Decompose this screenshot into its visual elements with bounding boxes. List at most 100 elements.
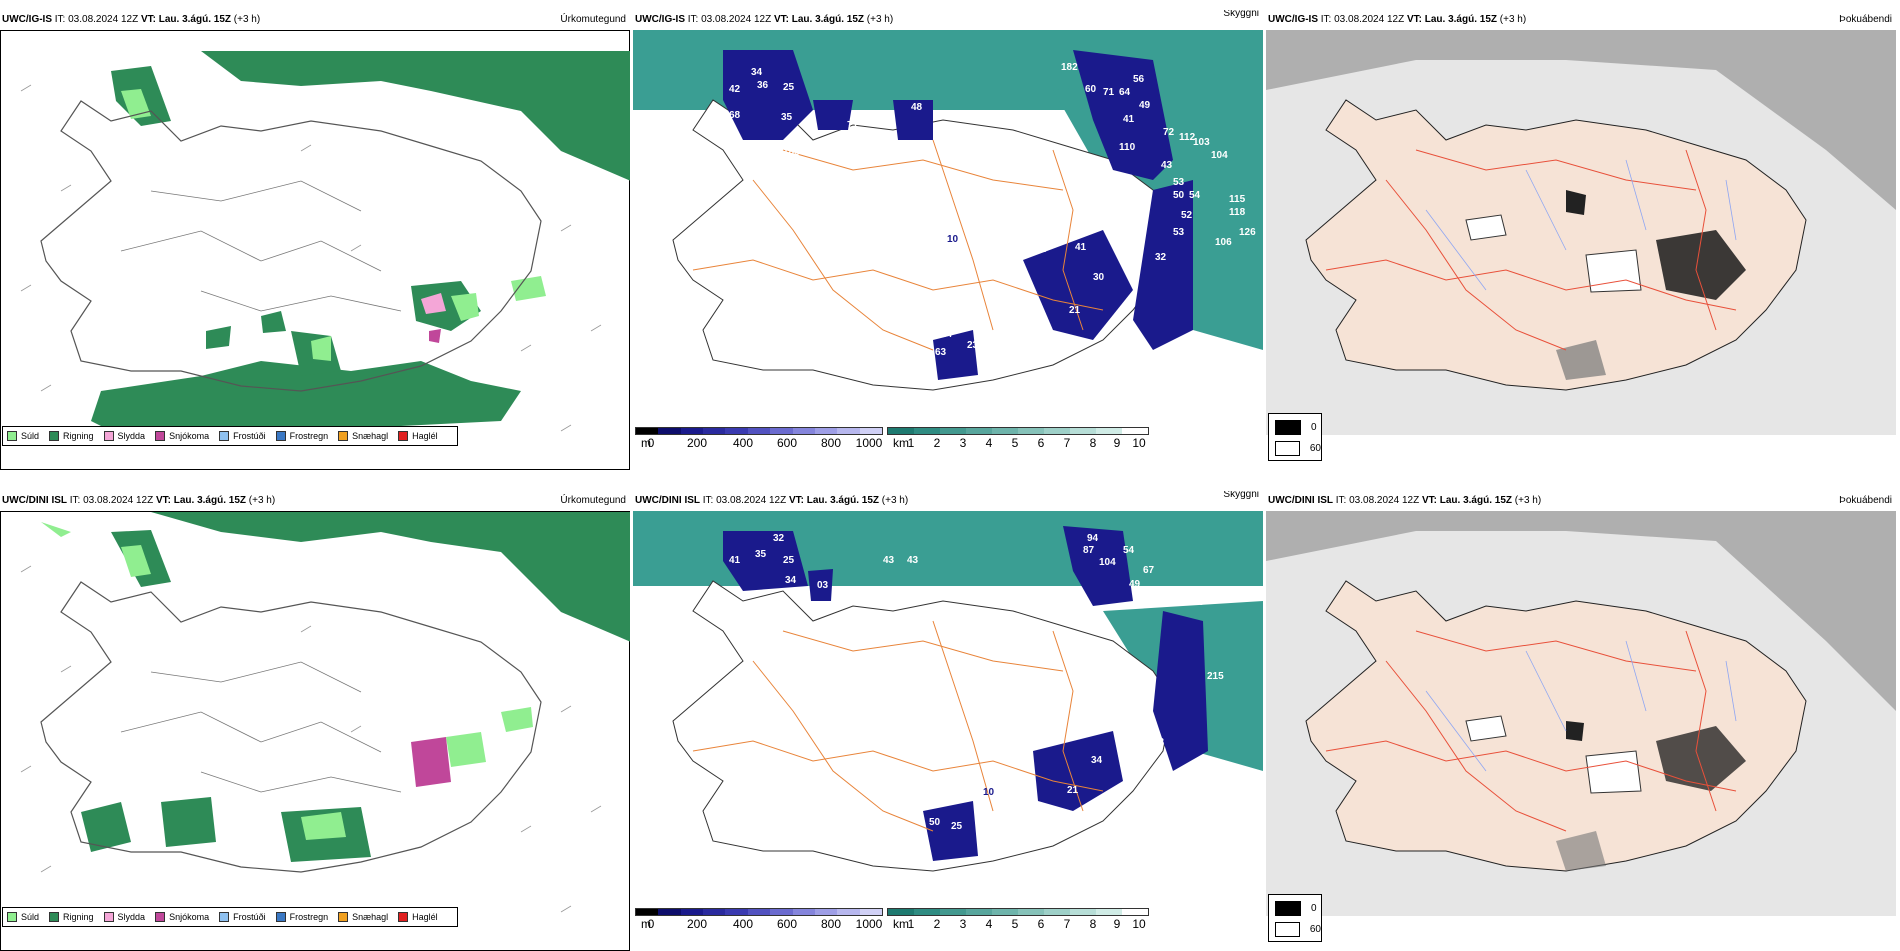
legend-item: Frostregn: [275, 912, 328, 922]
legend-item: Súld: [7, 912, 39, 922]
svg-text:71: 71: [1103, 87, 1115, 98]
svg-text:43: 43: [883, 555, 895, 566]
legend-item: Haglél: [398, 431, 438, 441]
svg-text:56: 56: [967, 320, 979, 331]
svg-text:46: 46: [945, 791, 957, 802]
legend-item: Frostregn: [275, 431, 328, 441]
panel-title: UWC/IG-IS IT: 03.08.2024 12Z VT: Lau. 3.…: [635, 14, 894, 25]
panel-name: Úrkomutegund: [560, 14, 626, 25]
svg-text:63: 63: [935, 347, 947, 358]
fog-legend-bottom: 0 60: [1268, 894, 1322, 942]
legend-item: Slydda: [103, 431, 145, 441]
legend-item: Súld: [7, 431, 39, 441]
svg-text:44: 44: [941, 329, 953, 340]
svg-text:52: 52: [1181, 210, 1193, 221]
svg-text:43: 43: [1161, 160, 1173, 171]
svg-text:50: 50: [1173, 190, 1185, 201]
cloudbase-colorbar: m 0 200 400 600 800 1000: [635, 427, 883, 451]
svg-text:25: 25: [951, 821, 963, 832]
panel-title: UWC/IG-IS IT: 03.08.2024 12Z VT: Lau. 3.…: [2, 14, 261, 25]
panel-name: Þokuábendi: [1839, 14, 1892, 25]
fog-panel-dini: UWC/DINI ISL IT: 03.08.2024 12Z VT: Lau.…: [1266, 491, 1896, 951]
svg-text:126: 126: [1239, 227, 1256, 238]
svg-text:54: 54: [1123, 545, 1135, 556]
panel-name: Skyggni: [1223, 10, 1259, 19]
legend-item: Snjókoma: [155, 912, 209, 922]
svg-text:60: 60: [1085, 84, 1097, 95]
svg-text:93: 93: [1157, 585, 1169, 596]
svg-text:112: 112: [1179, 132, 1196, 143]
visibility-map: 34 42 36 25 68 35 185 48 71 182 60 71 64 56 49 41 7…: [633, 30, 1263, 435]
svg-text:72: 72: [1163, 127, 1175, 138]
precip-type-panel-dini: UWC/DINI ISL IT: 03.08.2024 12Z VT: Lau.…: [0, 491, 630, 951]
legend-item: Snjókoma: [155, 431, 209, 441]
precip-legend: Súld Rigning Slydda Snjókoma Frostúði Fr…: [2, 426, 458, 446]
svg-text:42: 42: [729, 84, 741, 95]
svg-text:41: 41: [1123, 114, 1135, 125]
svg-text:104: 104: [1099, 557, 1116, 568]
svg-text:118: 118: [1229, 207, 1246, 218]
svg-text:67: 67: [1143, 565, 1155, 576]
svg-text:43: 43: [907, 555, 919, 566]
svg-text:106: 106: [1215, 237, 1232, 248]
svg-text:43: 43: [1119, 242, 1131, 253]
precip-legend: Súld Rigning Slydda Snjókoma Frostúði Fr…: [2, 907, 458, 927]
svg-text:56: 56: [1133, 74, 1145, 85]
legend-item: Haglél: [398, 912, 438, 922]
svg-text:104: 104: [1211, 150, 1228, 161]
svg-text:50: 50: [929, 817, 941, 828]
visibility-panel-ig: UWC/IG-IS IT: 03.08.2024 12Z VT: Lau. 3.…: [633, 10, 1263, 470]
svg-text:182: 182: [1061, 62, 1078, 73]
svg-text:21: 21: [1067, 785, 1079, 796]
svg-text:21: 21: [1069, 305, 1081, 316]
svg-text:92: 92: [1035, 244, 1047, 255]
panel-title: UWC/DINI ISL IT: 03.08.2024 12Z VT: Lau.…: [1268, 495, 1542, 506]
panel-name: Úrkomutegund: [560, 495, 626, 506]
svg-text:35: 35: [755, 549, 767, 560]
svg-text:49: 49: [1129, 579, 1141, 590]
panel-title: UWC/IG-IS IT: 03.08.2024 12Z VT: Lau. 3.…: [1268, 14, 1527, 25]
legend-item: Frostúði: [219, 431, 266, 441]
svg-text:03: 03: [817, 580, 829, 591]
svg-text:32: 32: [1155, 252, 1167, 263]
svg-text:36: 36: [757, 80, 769, 91]
visibility-colorbar: km 1 2 3 4 5 6 7 8 9 10: [887, 908, 1149, 932]
fog-legend-top: 0 60: [1268, 413, 1322, 461]
svg-text:41: 41: [1075, 242, 1087, 253]
visibility-panel-dini: UWC/DINI ISL IT: 03.08.2024 12Z VT: Lau.…: [633, 491, 1263, 951]
svg-text:49: 49: [1139, 100, 1151, 111]
legend-item: Rigning: [49, 431, 94, 441]
panel-name: Þokuábendi: [1839, 495, 1892, 506]
svg-text:94: 94: [1087, 533, 1099, 544]
svg-text:35: 35: [1141, 735, 1153, 746]
precip-map: [0, 30, 630, 470]
svg-text:34: 34: [785, 575, 797, 586]
legend-item: Slydda: [103, 912, 145, 922]
svg-text:186: 186: [1187, 597, 1204, 608]
cloudbase-colorbar: m 0 200 400 600 800 1000: [635, 908, 883, 932]
svg-text:115: 115: [1229, 194, 1246, 205]
svg-text:25: 25: [783, 82, 795, 93]
svg-text:25: 25: [783, 555, 795, 566]
svg-text:41: 41: [729, 555, 741, 566]
svg-text:34: 34: [751, 67, 763, 78]
visibility-colorbar: km 1 2 3 4 5 6 7 8 9 10: [887, 427, 1149, 451]
visibility-map: 32 41 35 25 34 43 03 43 94 87 104 54 67 49 93 186 2…: [633, 511, 1263, 916]
svg-text:56: 56: [1119, 729, 1131, 740]
svg-text:71: 71: [847, 120, 859, 131]
svg-text:48: 48: [911, 102, 923, 113]
svg-text:23: 23: [967, 340, 979, 351]
svg-text:54: 54: [1189, 190, 1201, 201]
legend-item: Frostúði: [219, 912, 266, 922]
svg-text:110: 110: [1119, 142, 1136, 153]
svg-text:30: 30: [1093, 272, 1105, 283]
svg-text:53: 53: [1173, 227, 1185, 238]
legend-item: Snæhagl: [338, 431, 388, 441]
legend-item: Rigning: [49, 912, 94, 922]
svg-text:215: 215: [1207, 671, 1224, 682]
precip-map: [0, 511, 630, 951]
svg-text:68: 68: [729, 110, 741, 121]
svg-text:10: 10: [983, 787, 995, 798]
fog-map: [1266, 30, 1896, 435]
svg-text:185: 185: [783, 147, 800, 158]
